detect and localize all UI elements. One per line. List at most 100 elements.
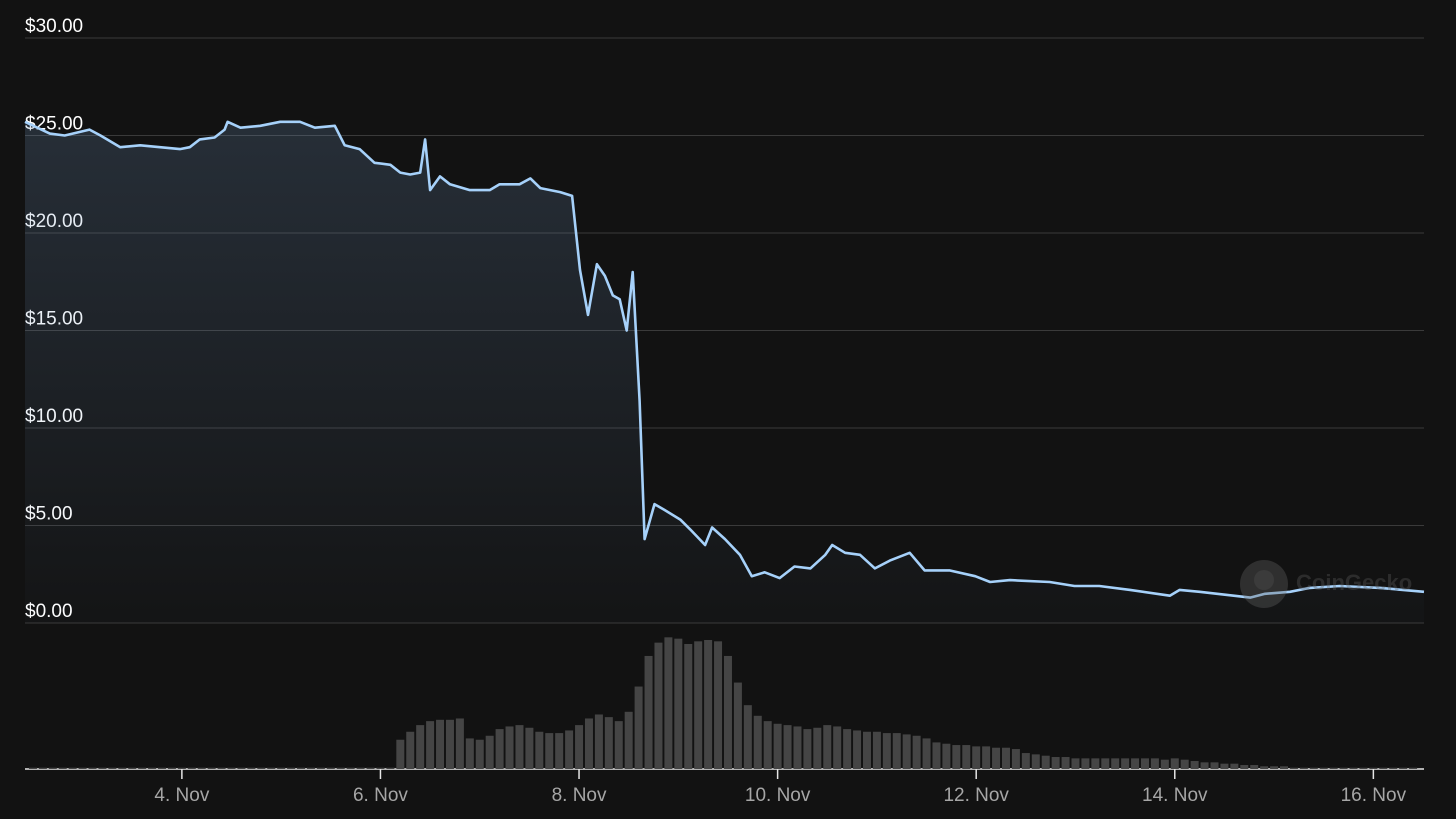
volume-bar [1190,761,1199,769]
volume-bar [98,767,107,769]
volume-bar [614,721,623,769]
volume-bar [1299,767,1308,769]
volume-bar [1101,758,1110,769]
volume-bar [78,767,87,769]
volume-bar [88,767,97,769]
volume-bar [346,767,355,769]
volume-bar [495,729,504,769]
volume-bar [654,642,663,769]
volume-bar [247,767,256,769]
volume-bar [237,767,246,769]
volume-bar [634,686,643,769]
volume-bar [992,747,1001,769]
volume-bar [1280,766,1289,769]
volume-bar [922,738,931,769]
volume-bar [1031,754,1040,769]
price-area [25,121,1424,624]
volume-bar [1270,766,1279,769]
volume-bar [207,767,216,769]
volume-bar [396,739,405,769]
volume-bar [68,767,77,769]
volume-bar [952,745,961,769]
volume-bar [197,767,206,769]
volume-bar [1319,767,1328,769]
watermark-logo-eye [1254,570,1274,590]
volume-bar [336,767,345,769]
volume-bar [882,733,891,769]
volume-bar [306,767,315,769]
volume-bar [723,655,732,769]
volume-bar [1180,759,1189,769]
volume-bar [853,730,862,769]
x-tick-label: 16. Nov [1341,785,1407,806]
volume-bar [1121,758,1130,769]
x-tick-label: 6. Nov [353,785,408,806]
volume-bar [912,735,921,769]
watermark-logo [1240,560,1288,608]
watermark: CoinGecko [1240,560,1412,608]
volume-bar [177,767,186,769]
volume-bar [575,725,584,769]
watermark-text: CoinGecko [1296,570,1412,595]
y-tick-label: $30.00 [25,16,83,37]
x-tick-label: 12. Nov [943,785,1009,806]
volume-bar [942,743,951,769]
volume-bar [505,726,514,769]
volume-bar [1309,767,1318,769]
volume-bar [565,730,574,769]
volume-bar [783,725,792,769]
x-tick-label: 4. Nov [154,785,209,806]
volume-bar [604,717,613,769]
volume-bar [1389,767,1398,769]
volume-bar [426,721,435,769]
volume-bar [187,767,196,769]
volume-bar [1091,758,1100,769]
volume-bar [753,715,762,769]
volume-bar [1230,763,1239,769]
volume-bar [48,767,57,769]
volume-bar [525,727,534,769]
volume-bar [1011,749,1020,769]
volume-bar [455,718,464,769]
volume-bar [823,725,832,769]
volume-bar [316,767,325,769]
volume-bar [773,723,782,769]
volume-bar [376,767,385,769]
volume-bar [366,767,375,769]
volume-bar [287,767,296,769]
volume-bar [843,729,852,769]
volume-bar [1001,747,1010,769]
volume-bar [704,639,713,769]
volume-bar [386,767,395,769]
volume-bar [862,731,871,769]
volume-bar [833,726,842,769]
volume-bar [406,731,415,769]
volume-bar [902,734,911,769]
volume-bar [793,726,802,769]
volume-bar [982,746,991,769]
volume-bar [38,767,47,769]
volume-bar [1210,762,1219,769]
volume-bar [1349,767,1358,769]
volume-bar [1240,765,1249,769]
volume-bar [1170,758,1179,769]
volume-bar [555,733,564,769]
volume-bar [1131,758,1140,769]
volume-bar [138,767,147,769]
volume-bar [277,767,286,769]
volume-bar [108,767,117,769]
volume-bar [1200,762,1209,769]
price-line [24,120,1425,599]
volume-bar [1220,763,1229,769]
volume-bar [1021,753,1030,769]
volume-bar [803,729,812,769]
volume-bar [664,637,673,769]
volume-bar [714,641,723,769]
volume-bar [872,731,881,769]
volume-bar [1111,758,1120,769]
volume-bar [932,742,941,769]
x-tick-label: 10. Nov [745,785,811,806]
volume-bar [297,767,306,769]
volume-bar [743,705,752,769]
volume-bar [1260,766,1269,769]
